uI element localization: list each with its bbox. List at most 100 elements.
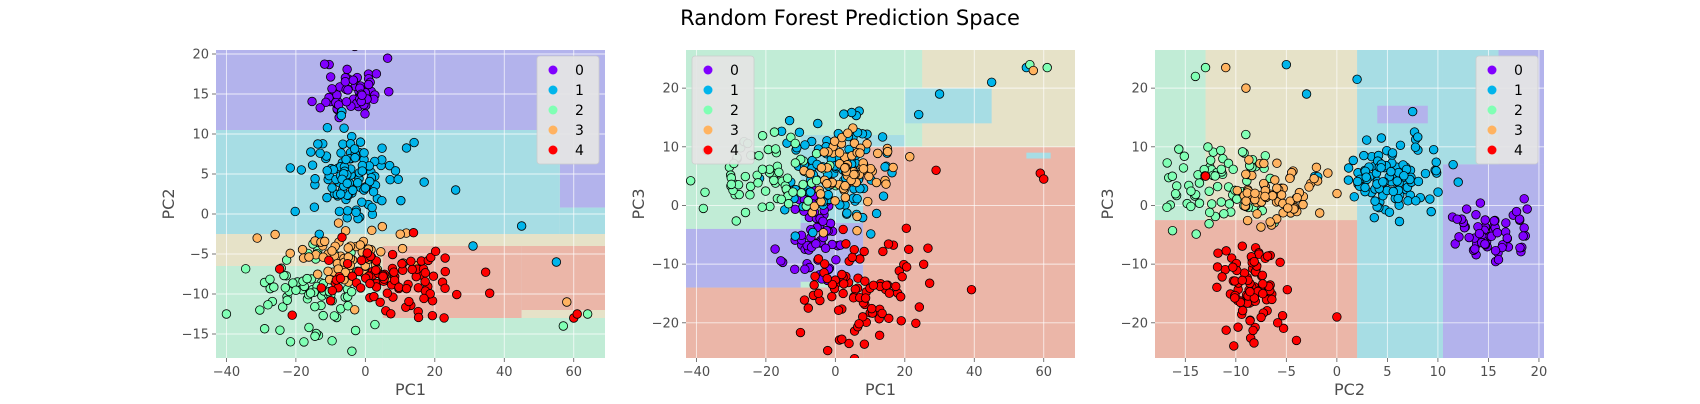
point-class-3 <box>343 243 353 253</box>
point-class-4 <box>408 228 419 238</box>
point-class-2 <box>1162 202 1172 213</box>
point-class-2 <box>1174 144 1184 154</box>
point-class-1 <box>880 162 890 172</box>
point-class-2 <box>558 321 569 331</box>
point-class-3 <box>843 128 853 138</box>
point-class-1 <box>327 183 337 193</box>
x-tick-label: 40 <box>496 365 513 380</box>
legend-label-2: 2 <box>575 103 584 119</box>
point-class-1 <box>309 202 320 212</box>
point-class-3 <box>1252 209 1262 219</box>
point-class-3 <box>816 163 827 173</box>
point-class-1 <box>334 206 345 217</box>
point-class-3 <box>871 177 882 188</box>
legend-label-4: 4 <box>1514 143 1523 159</box>
legend-box <box>536 55 600 165</box>
point-class-4 <box>335 273 346 284</box>
point-class-3 <box>816 196 826 207</box>
legend-label-3: 3 <box>1514 123 1523 139</box>
point-class-0 <box>1452 214 1462 224</box>
point-class-0 <box>790 264 800 275</box>
point-class-1 <box>396 195 406 206</box>
point-class-3 <box>1272 183 1282 193</box>
point-class-4 <box>427 310 438 321</box>
point-class-1 <box>852 194 862 204</box>
point-class-2 <box>347 346 357 356</box>
point-class-1 <box>1413 132 1423 142</box>
point-class-4 <box>881 280 892 291</box>
legend-marker-0 <box>703 65 713 75</box>
legend-marker-4 <box>548 145 558 155</box>
point-class-0 <box>1471 210 1481 220</box>
point-class-4 <box>413 312 424 323</box>
point-class-3 <box>323 266 333 277</box>
point-class-2 <box>1170 189 1181 199</box>
point-class-4 <box>389 267 399 277</box>
x-tick-label: −40 <box>683 365 710 380</box>
point-class-0 <box>382 53 393 63</box>
point-class-1 <box>1376 133 1387 143</box>
point-class-3 <box>312 269 323 279</box>
point-class-2 <box>798 179 808 190</box>
point-class-1 <box>307 160 318 170</box>
legend-marker-4 <box>1487 145 1497 155</box>
point-class-2 <box>740 171 751 182</box>
point-class-2 <box>1207 199 1217 209</box>
point-class-1 <box>1369 212 1380 223</box>
point-class-4 <box>884 313 894 324</box>
point-class-4 <box>931 165 941 175</box>
y-tick-label: 5 <box>201 168 209 183</box>
point-class-4 <box>430 246 441 257</box>
legend-label-2: 2 <box>1514 103 1523 119</box>
point-class-2 <box>1216 197 1226 207</box>
point-class-3 <box>834 148 845 158</box>
decision-region-class-2 <box>382 318 605 358</box>
point-class-4 <box>1230 293 1240 303</box>
legend-box <box>1475 55 1539 165</box>
point-class-1 <box>914 109 924 120</box>
point-class-3 <box>1232 185 1242 196</box>
point-class-4 <box>838 288 848 299</box>
point-class-2 <box>811 148 822 159</box>
legend: 0 1 2 3 4 <box>1475 55 1539 165</box>
point-class-4 <box>1278 323 1289 334</box>
point-class-2 <box>1203 142 1213 152</box>
point-class-2 <box>788 187 798 197</box>
point-class-3 <box>882 146 893 157</box>
point-class-1 <box>339 123 349 133</box>
point-class-2 <box>1200 62 1211 73</box>
point-class-4 <box>859 339 870 349</box>
point-class-1 <box>342 178 352 189</box>
legend: 0 1 2 3 4 <box>691 55 755 165</box>
point-class-0 <box>811 239 821 249</box>
point-class-4 <box>1229 341 1239 351</box>
point-class-0 <box>1475 198 1486 208</box>
point-class-1 <box>808 227 818 238</box>
point-class-4 <box>407 264 417 275</box>
x-tick-label: −15 <box>1172 365 1199 380</box>
point-class-3 <box>829 136 840 146</box>
point-class-1 <box>794 127 805 138</box>
point-class-1 <box>871 208 882 219</box>
point-class-0 <box>371 69 382 79</box>
point-class-3 <box>1292 192 1302 203</box>
point-class-4 <box>1221 325 1231 335</box>
point-class-1 <box>551 257 562 267</box>
point-class-3 <box>395 229 405 239</box>
x-axis-label: PC2 <box>1334 380 1365 399</box>
point-class-3 <box>815 189 826 199</box>
point-class-1 <box>368 187 379 197</box>
point-class-4 <box>891 281 901 292</box>
point-class-4 <box>901 262 912 272</box>
point-class-4 <box>375 297 385 308</box>
point-class-3 <box>822 179 832 189</box>
point-class-4 <box>387 249 398 260</box>
decision-region-class-3 <box>434 234 605 246</box>
point-class-3 <box>1221 62 1231 73</box>
point-class-3 <box>327 246 337 256</box>
point-class-0 <box>1511 206 1522 217</box>
point-class-1 <box>1343 163 1354 173</box>
x-tick-label: −10 <box>1222 365 1249 380</box>
point-class-4 <box>1221 246 1231 256</box>
point-class-4 <box>1212 262 1223 272</box>
